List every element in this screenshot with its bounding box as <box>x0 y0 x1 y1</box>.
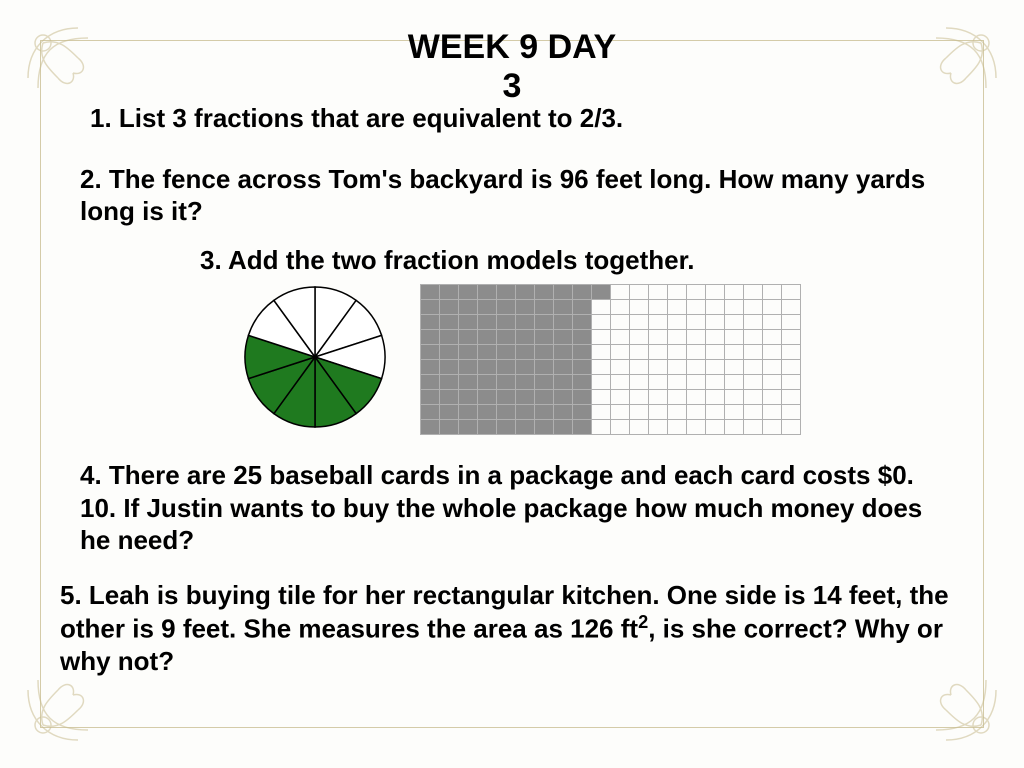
slide-content: WEEK 9 DAY 3 1. List 3 fractions that ar… <box>50 28 974 738</box>
question-4: 4. There are 25 baseball cards in a pack… <box>80 459 974 557</box>
question-5-superscript: 2 <box>638 612 648 632</box>
title-line1: WEEK 9 DAY <box>408 28 616 66</box>
page-title: WEEK 9 DAY 3 <box>50 28 974 106</box>
question-3: 3. Add the two fraction models together. <box>200 244 974 277</box>
question-2: 2. The fence across Tom's backyard is 96… <box>80 163 974 228</box>
pie-fraction-model <box>240 282 390 432</box>
fraction-models <box>240 282 974 435</box>
question-1: 1. List 3 fractions that are equivalent … <box>90 102 974 135</box>
grid-fraction-model <box>420 284 801 435</box>
question-5: 5. Leah is buying tile for her rectangul… <box>60 579 974 678</box>
title-line2: 3 <box>503 67 522 105</box>
